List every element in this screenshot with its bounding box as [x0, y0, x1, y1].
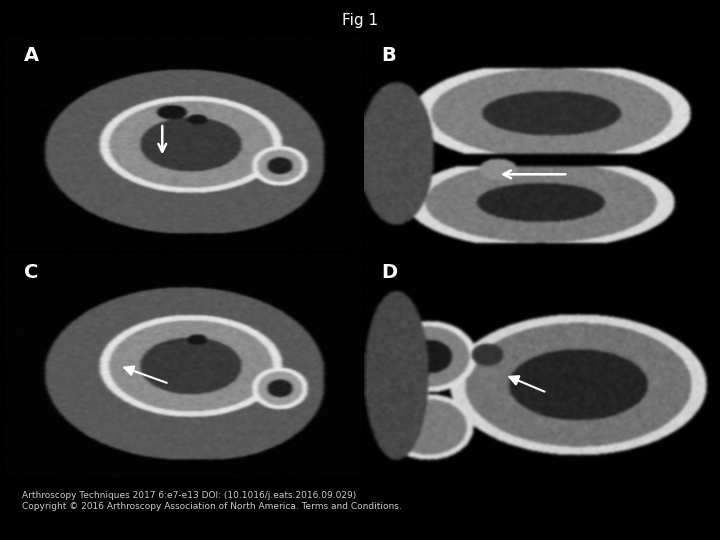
Text: Copyright © 2016 Arthroscopy Association of North America. Terms and Conditions.: Copyright © 2016 Arthroscopy Association…	[22, 502, 401, 511]
Text: A: A	[24, 46, 39, 65]
Text: D: D	[382, 263, 397, 282]
Text: Arthroscopy Techniques 2017 6:e7-e13 DOI: (10.1016/j.eats.2016.09.029): Arthroscopy Techniques 2017 6:e7-e13 DOI…	[22, 490, 356, 500]
Text: C: C	[24, 263, 38, 282]
Text: Fig 1: Fig 1	[342, 14, 378, 29]
Text: B: B	[382, 46, 396, 65]
